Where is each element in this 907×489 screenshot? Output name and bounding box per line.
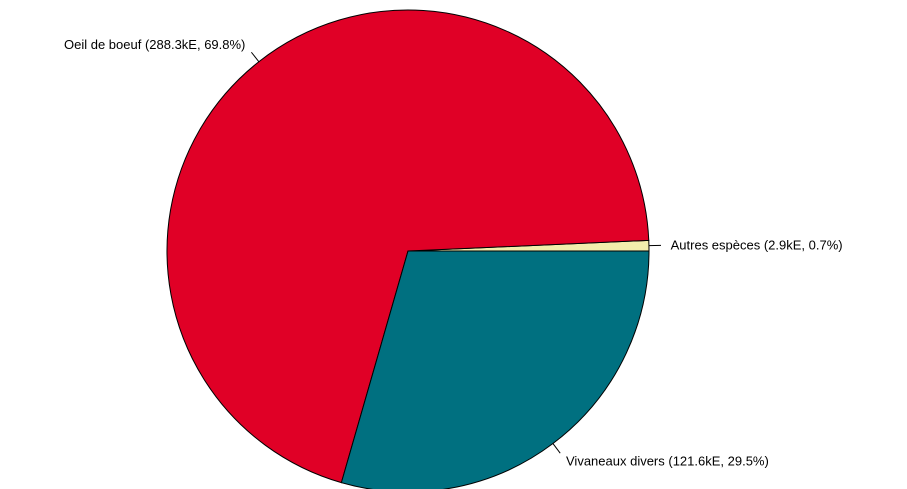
pie-slices: [166, 9, 650, 489]
slice-label-oeil-de-boeuf: Oeil de boeuf (288.3kE, 69.8%): [64, 37, 245, 52]
pie-slice-vivaneaux-divers: [340, 250, 650, 489]
slice-label-autres-esp-ces: Autres espèces (2.9kE, 0.7%): [671, 238, 843, 253]
leader-line-oeil-de-boeuf: [250, 51, 260, 63]
label-leader-lines: [250, 51, 662, 454]
leader-line-vivaneaux-divers: [552, 443, 561, 454]
slice-label-vivaneaux-divers: Vivaneaux divers (121.6kE, 29.5%): [566, 453, 769, 468]
slice-labels: Autres espèces (2.9kE, 0.7%) Oeil de boeu…: [64, 37, 843, 468]
